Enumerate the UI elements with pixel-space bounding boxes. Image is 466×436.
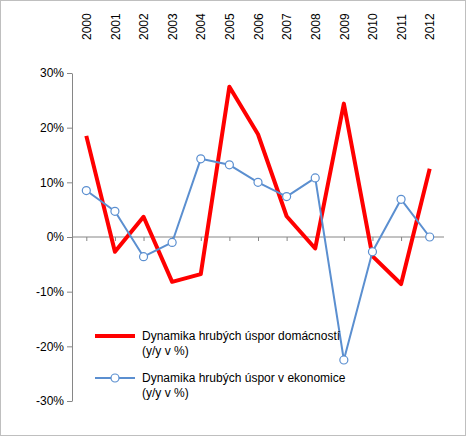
x-tick-mark bbox=[344, 237, 345, 241]
x-tick-label: 2003 bbox=[166, 13, 180, 40]
x-tick bbox=[344, 237, 345, 241]
x-tick-label: 2009 bbox=[338, 13, 352, 40]
x-tick-label: 2005 bbox=[223, 13, 237, 40]
x-tick bbox=[115, 237, 116, 241]
x-tick-mark bbox=[229, 237, 230, 241]
x-tick-label-group: 2002 bbox=[137, 13, 151, 40]
x-tick-label-group: 2010 bbox=[366, 13, 380, 40]
y-tick-label: -10% bbox=[36, 285, 64, 299]
legend-label: Dynamika hrubých úspor domácností(y/y v … bbox=[142, 329, 341, 358]
series-marker bbox=[140, 253, 148, 261]
x-tick-label-group: 2012 bbox=[423, 13, 437, 40]
series-marker bbox=[82, 187, 90, 195]
series-marker bbox=[311, 174, 319, 182]
x-labels: 2000 2001 2002 2003 2004 2005 2006 2007 2008 2009… bbox=[80, 13, 437, 40]
x-tick-label-group: 2006 bbox=[252, 13, 266, 40]
legend-item: Dynamika hrubých úspor v ekonomice(y/y v… bbox=[95, 371, 346, 400]
y-tick-mark bbox=[67, 128, 72, 129]
x-tick-label: 2011 bbox=[395, 14, 409, 40]
series-marker bbox=[426, 233, 434, 241]
y-tick-label: 30% bbox=[40, 66, 64, 80]
x-tick-mark bbox=[86, 237, 87, 241]
y-tick-label: -30% bbox=[36, 394, 64, 408]
chart-border bbox=[1, 1, 466, 436]
y-tick-label: -20% bbox=[36, 340, 64, 354]
y-tick-label: 0% bbox=[47, 230, 65, 244]
series-marker bbox=[368, 248, 376, 256]
chart: -30%-20%-10%0%10%20%30%20002001200220032… bbox=[0, 0, 466, 436]
y-tick: -30% bbox=[36, 394, 72, 408]
x-tick-label-group: 2000 bbox=[80, 13, 94, 40]
x-tick bbox=[401, 237, 402, 241]
x-tick-label: 2001 bbox=[109, 13, 123, 40]
x-tick-label: 2004 bbox=[194, 13, 208, 40]
x-tick bbox=[86, 237, 87, 241]
x-tick-label-group: 2004 bbox=[194, 13, 208, 40]
y-tick: -20% bbox=[36, 340, 72, 354]
x-tick-mark bbox=[201, 237, 202, 241]
x-tick-mark bbox=[258, 237, 259, 241]
y-tick-mark bbox=[67, 401, 72, 402]
legend: Dynamika hrubých úspor domácností(y/y v … bbox=[95, 329, 346, 400]
series-marker bbox=[397, 195, 405, 203]
x-tick bbox=[229, 237, 230, 241]
legend-item: Dynamika hrubých úspor domácností(y/y v … bbox=[95, 329, 341, 358]
y-tick: 10% bbox=[40, 176, 72, 190]
series-line bbox=[86, 159, 429, 360]
plot-area bbox=[82, 87, 433, 364]
x-tick-label-group: 2005 bbox=[223, 13, 237, 40]
x-tick-label: 2010 bbox=[366, 13, 380, 40]
y-tick: 0% bbox=[47, 230, 72, 244]
x-tick bbox=[372, 237, 373, 241]
x-tick-mark bbox=[144, 237, 145, 241]
series-marker bbox=[225, 161, 233, 169]
y-tick: 30% bbox=[40, 66, 72, 80]
x-tick-label: 2008 bbox=[309, 13, 323, 40]
series-marker bbox=[254, 178, 262, 186]
x-tick-mark bbox=[115, 237, 116, 241]
y-tick-mark bbox=[67, 346, 72, 347]
y-tick-mark bbox=[67, 237, 72, 238]
y-tick-mark bbox=[67, 182, 72, 183]
x-tick-label-group: 2007 bbox=[280, 13, 294, 40]
y-axis: -30% -20% -10% 0% 10% 20% 30% bbox=[36, 66, 73, 408]
series-marker bbox=[283, 193, 291, 201]
x-tick-mark bbox=[401, 237, 402, 241]
x-tick-mark bbox=[372, 237, 373, 241]
x-tick bbox=[258, 237, 259, 241]
x-tick-label: 2006 bbox=[252, 13, 266, 40]
x-tick-label-group: 2011 bbox=[395, 14, 409, 40]
series-marker bbox=[111, 207, 119, 215]
x-tick-mark bbox=[287, 237, 288, 241]
x-tick bbox=[287, 237, 288, 241]
y-tick-mark bbox=[67, 292, 72, 293]
y-tick-label: 20% bbox=[40, 121, 64, 135]
x-tick bbox=[144, 237, 145, 241]
x-tick-label: 2002 bbox=[137, 13, 151, 40]
legend-marker bbox=[111, 374, 119, 382]
legend-swatch bbox=[95, 334, 135, 338]
legend-label: Dynamika hrubých úspor v ekonomice(y/y v… bbox=[142, 371, 346, 400]
x-tick bbox=[201, 237, 202, 241]
x-tick-label: 2012 bbox=[423, 13, 437, 40]
x-tick-label-group: 2003 bbox=[166, 13, 180, 40]
series-marker bbox=[168, 238, 176, 246]
series-marker bbox=[197, 155, 205, 163]
y-tick-label: 10% bbox=[40, 176, 64, 190]
x-tick-label: 2000 bbox=[80, 13, 94, 40]
series-marker bbox=[340, 356, 348, 364]
x-tick-label-group: 2009 bbox=[338, 13, 352, 40]
x-tick-label: 2007 bbox=[280, 13, 294, 40]
y-tick: 20% bbox=[40, 121, 72, 135]
y-tick: -10% bbox=[36, 285, 72, 299]
x-tick-label-group: 2008 bbox=[309, 13, 323, 40]
series-line bbox=[86, 87, 429, 284]
y-tick-mark bbox=[67, 73, 72, 74]
x-tick-label-group: 2001 bbox=[109, 13, 123, 40]
